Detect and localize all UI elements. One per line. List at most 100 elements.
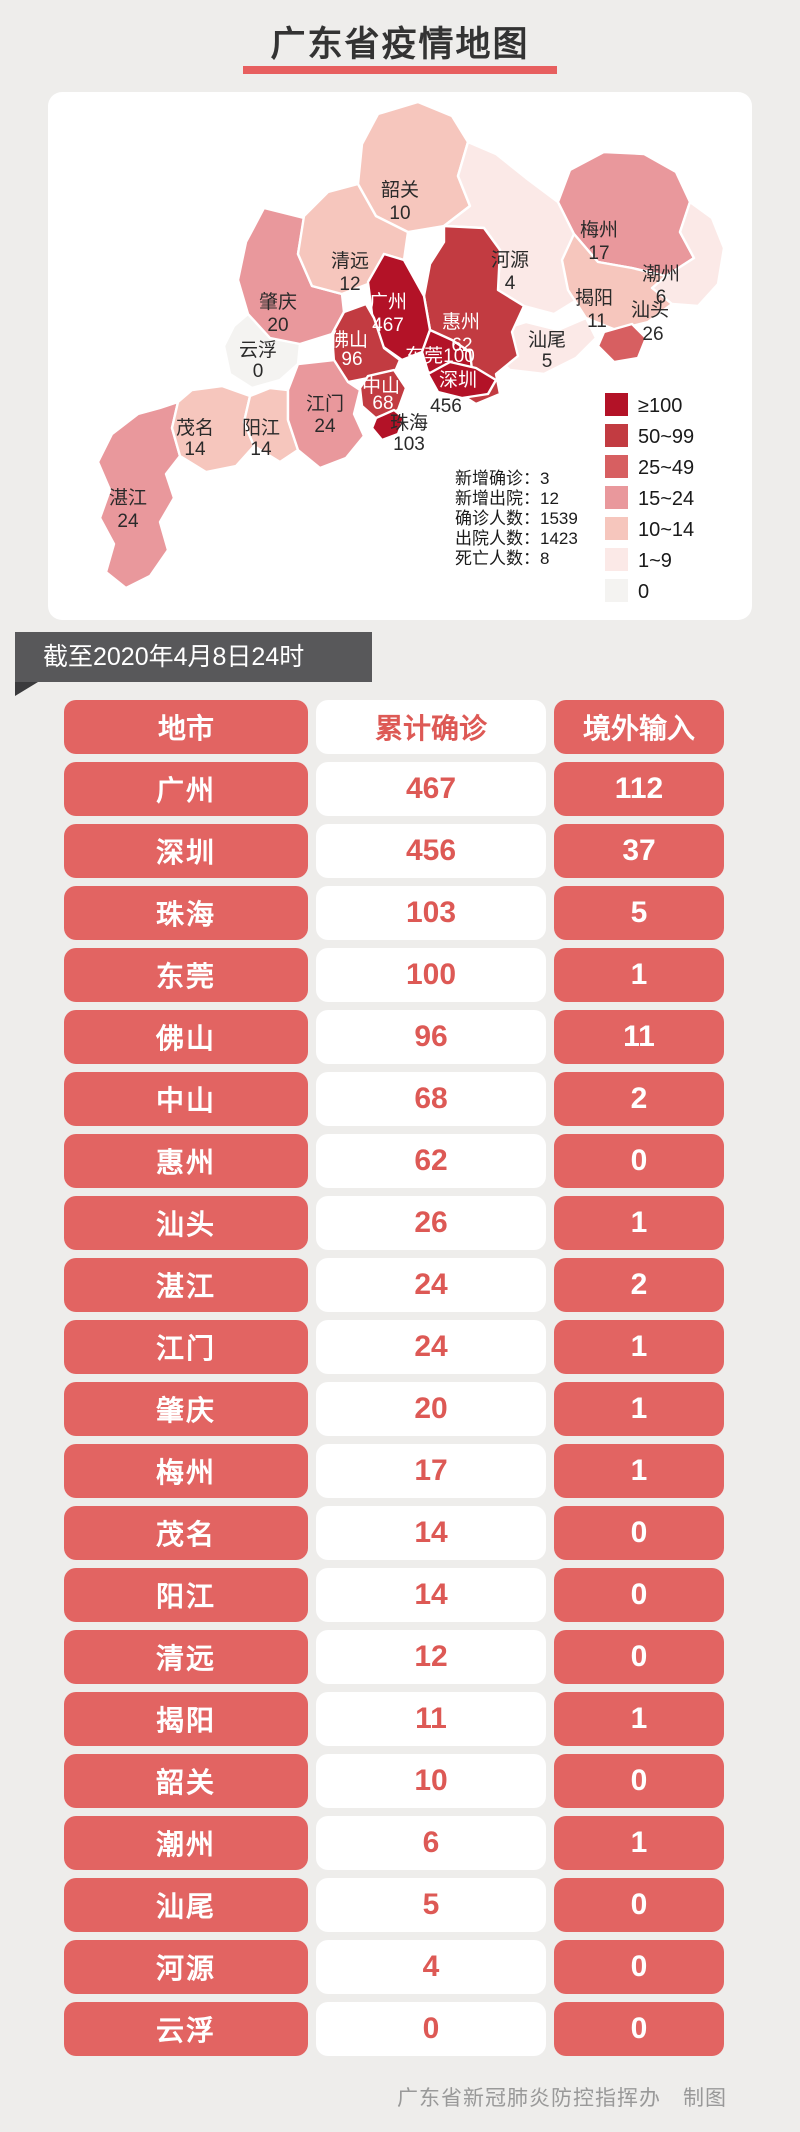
region-label-zhuhai-value: 103 <box>393 434 425 455</box>
region-label-qingyuan-value: 12 <box>339 274 360 295</box>
region-label-shanwei-name: 汕尾 <box>528 329 566 351</box>
table-cell-imported: 2 <box>554 1258 724 1312</box>
region-label-yunfu-name: 云浮 <box>239 339 277 361</box>
table-cell-city: 江门 <box>64 1320 308 1374</box>
province-map: 湛江24茂名14阳江14云浮0肇庆20清远12韶关10河源4梅州17潮州6揭阳1… <box>96 100 726 603</box>
table-cell-confirmed: 11 <box>316 1692 546 1746</box>
region-heyuan <box>442 140 582 316</box>
table-cell-confirmed: 68 <box>316 1072 546 1126</box>
region-label-heyuan-value: 4 <box>505 273 516 294</box>
table-cell-imported: 0 <box>554 1568 724 1622</box>
ribbon-fold <box>15 682 38 696</box>
region-label-shaoguan-value: 10 <box>389 203 410 224</box>
table-cell-city: 梅州 <box>64 1444 308 1498</box>
legend-swatch-1 <box>605 424 628 447</box>
region-shaoguan <box>356 100 472 234</box>
region-label-qingyuan-name: 清远 <box>331 250 369 272</box>
region-zhanjiang <box>96 400 182 590</box>
table-cell-city: 河源 <box>64 1940 308 1994</box>
region-label-jieyang-name: 揭阳 <box>575 287 613 309</box>
table-cell-confirmed: 14 <box>316 1506 546 1560</box>
table-cell-imported: 1 <box>554 1816 724 1870</box>
table-cell-confirmed: 5 <box>316 1878 546 1932</box>
region-label-shaoguan-name: 韶关 <box>381 179 419 201</box>
table-cell-imported: 0 <box>554 1630 724 1684</box>
legend-swatch-4 <box>605 517 628 540</box>
table-cell-city: 佛山 <box>64 1010 308 1064</box>
table-cell-confirmed: 6 <box>316 1816 546 1870</box>
table-cell-city: 清远 <box>64 1630 308 1684</box>
region-label-maoming-name: 茂名 <box>176 417 214 439</box>
table-cell-confirmed: 14 <box>316 1568 546 1622</box>
table-cell-confirmed: 10 <box>316 1754 546 1808</box>
table-cell-city: 汕尾 <box>64 1878 308 1932</box>
legend-swatch-5 <box>605 548 628 571</box>
table-cell-city: 肇庆 <box>64 1382 308 1436</box>
table-cell-imported: 1 <box>554 1196 724 1250</box>
region-label-foshan-value: 96 <box>341 349 362 370</box>
region-label-guangzhou-name: 广州 <box>369 291 407 313</box>
region-label-huizhou-name: 惠州 <box>442 311 480 333</box>
table-cell-imported: 0 <box>554 1940 724 1994</box>
region-label-chaozhou-value: 6 <box>656 287 667 308</box>
table-cell-city: 阳江 <box>64 1568 308 1622</box>
table-cell-confirmed: 62 <box>316 1134 546 1188</box>
region-label-yangjiang-value: 14 <box>250 439 272 460</box>
region-label-shantou-value: 26 <box>642 324 663 345</box>
region-label-foshan-name: 佛山 <box>330 329 368 351</box>
table-cell-confirmed: 0 <box>316 2002 546 2056</box>
region-label-zhongshan-value: 68 <box>372 393 393 414</box>
legend-swatch-6 <box>605 579 628 602</box>
table-cell-imported: 0 <box>554 1754 724 1808</box>
region-label-maoming-value: 14 <box>184 439 206 460</box>
region-label-guangzhou-value: 467 <box>372 315 404 336</box>
region-label-zhanjiang-name: 湛江 <box>109 487 147 509</box>
map-card: 湛江 24 茂名 14 阳江 14 云浮 0 肇庆 20 清远 12 韶关 10 河源 4 梅州 17 潮州 6 揭阳 1… <box>48 92 752 620</box>
region-zhuhai <box>370 408 406 442</box>
region-jieyang <box>560 232 674 332</box>
region-label-jieyang-value: 11 <box>587 311 607 332</box>
title-underline <box>243 66 557 74</box>
table-cell-confirmed: 24 <box>316 1258 546 1312</box>
table-cell-imported: 5 <box>554 886 724 940</box>
table-cell-city: 东莞 <box>64 948 308 1002</box>
table-cell-imported: 1 <box>554 1692 724 1746</box>
table-cell-city: 深圳 <box>64 824 308 878</box>
table-cell-imported: 0 <box>554 2002 724 2056</box>
region-label-jiangmen-value: 24 <box>314 416 336 437</box>
table-cell-city: 惠州 <box>64 1134 308 1188</box>
legend-label-1: 50~99 <box>638 426 694 448</box>
region-label-dongguan-both: 东莞100 <box>405 345 475 367</box>
region-label-jiangmen-name: 江门 <box>306 393 344 415</box>
region-label-meizhou-name: 梅州 <box>580 219 618 241</box>
table-cell-imported: 0 <box>554 1506 724 1560</box>
region-label-zhuhai-name: 珠海 <box>390 412 428 434</box>
region-label-shenzhen-value: 456 <box>430 396 462 417</box>
legend-swatch-2 <box>605 455 628 478</box>
region-jiangmen <box>286 358 366 470</box>
region-shenzhen <box>426 360 498 400</box>
map-stat-0: 新增确诊：3 <box>455 469 549 488</box>
table-header-confirmed: 累计确诊 <box>316 700 546 754</box>
table-cell-imported: 1 <box>554 948 724 1002</box>
map-stat-2: 确诊人数：1539 <box>455 509 578 528</box>
table-cell-imported: 37 <box>554 824 724 878</box>
region-label-chaozhou-name: 潮州 <box>642 263 680 285</box>
legend-label-6: 0 <box>638 581 649 603</box>
table-cell-city: 广州 <box>64 762 308 816</box>
region-label-zhanjiang-value: 24 <box>117 511 139 532</box>
region-guangzhou <box>366 252 432 362</box>
legend-label-0: ≥100 <box>638 395 682 417</box>
table-cell-city: 潮州 <box>64 1816 308 1870</box>
region-label-zhaoqing-name: 肇庆 <box>259 291 297 313</box>
table-cell-city: 茂名 <box>64 1506 308 1560</box>
table-cell-confirmed: 24 <box>316 1320 546 1374</box>
map-stat-1: 新增出院：12 <box>455 489 559 508</box>
region-label-yangjiang-name: 阳江 <box>242 417 280 439</box>
region-label-yunfu-value: 0 <box>253 361 264 382</box>
map-stat-4: 死亡人数：8 <box>455 549 549 568</box>
region-label-shanwei-value: 5 <box>542 351 553 372</box>
table-cell-confirmed: 456 <box>316 824 546 878</box>
city-data-table: 地市 累计确诊 境外输入 广州 467 112 深圳 456 37 珠海 103 5 东莞 100 1 佛山 9… <box>64 700 724 2056</box>
table-cell-city: 韶关 <box>64 1754 308 1808</box>
